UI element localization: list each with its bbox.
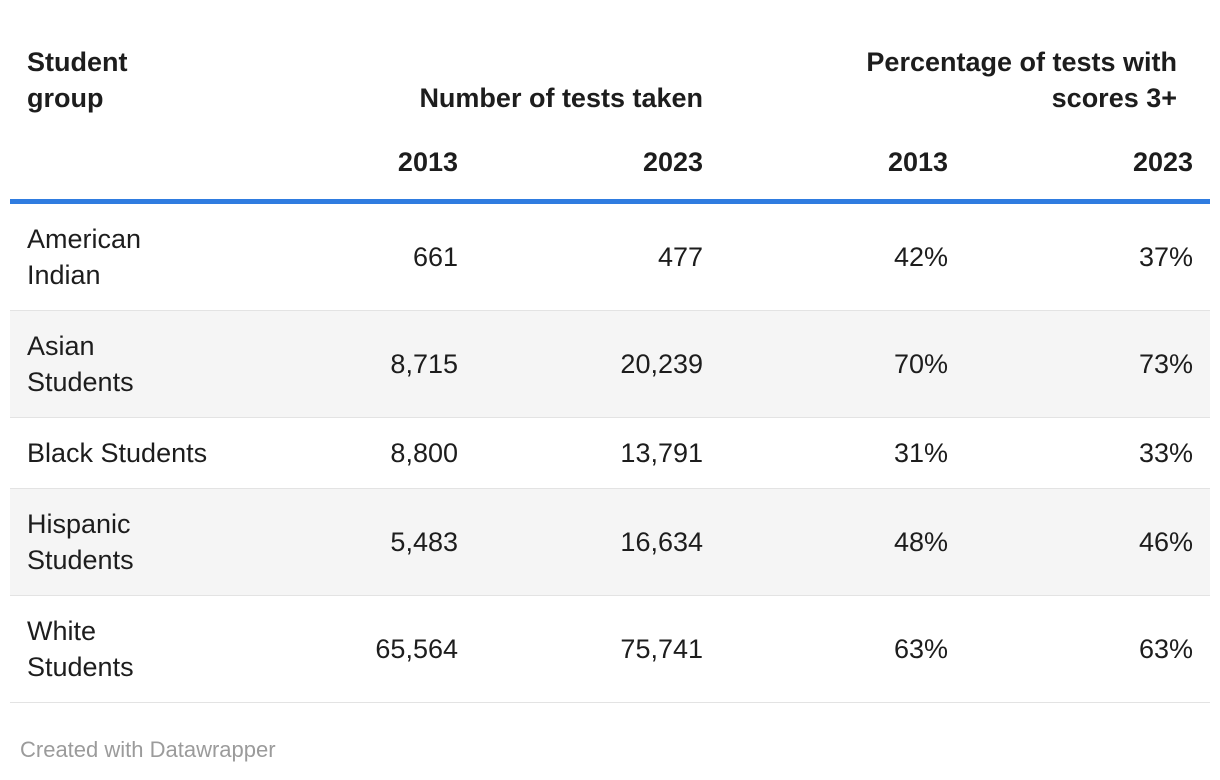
cell-tests-2013: 8,800 [230, 417, 475, 489]
cell-pct-2023: 33% [965, 417, 1211, 489]
year-header-pct-2013: 2013 [720, 116, 966, 204]
cell-tests-2013: 8,715 [230, 310, 475, 418]
cell-tests-2013: 65,564 [230, 595, 475, 703]
cell-pct-2023: 73% [965, 310, 1211, 418]
cell-tests-2023: 477 [475, 201, 721, 311]
ap-scores-table: Student group Number of tests taken Perc… [10, 0, 1211, 703]
row-label: White Students [10, 595, 230, 703]
table-row-american-indian: American Indian 661 477 42% 37% [10, 201, 1211, 311]
row-label: Hispanic Students [10, 488, 230, 596]
row-label: Black Students [10, 417, 230, 489]
cell-tests-2023: 75,741 [475, 595, 721, 703]
datawrapper-table-chart: Student group Number of tests taken Perc… [10, 0, 1211, 762]
cell-tests-2023: 13,791 [475, 417, 721, 489]
table-body: American Indian 661 477 42% 37% Asian St… [10, 201, 1211, 703]
table-row-white-students: White Students 65,564 75,741 63% 63% [10, 595, 1211, 703]
cell-pct-2013: 70% [720, 310, 966, 418]
table-row-asian-students: Asian Students 8,715 20,239 70% 73% [10, 310, 1211, 418]
table-header: Student group Number of tests taken Perc… [10, 0, 1211, 204]
year-header-spacer [10, 116, 230, 204]
year-header-tests-2013: 2013 [230, 116, 475, 204]
table-row-black-students: Black Students 8,800 13,791 31% 33% [10, 417, 1211, 489]
year-header-row: 2013 2023 2013 2023 [10, 116, 1211, 204]
row-label: American Indian [10, 201, 230, 311]
year-header-pct-2023: 2023 [965, 116, 1211, 204]
cell-tests-2013: 5,483 [230, 488, 475, 596]
row-label: Asian Students [10, 310, 230, 418]
column-header-student-group: Student group [27, 47, 128, 113]
cell-tests-2023: 20,239 [475, 310, 721, 418]
cell-pct-2013: 63% [720, 595, 966, 703]
group-header-row: Student group Number of tests taken Perc… [10, 0, 1210, 116]
cell-tests-2023: 16,634 [475, 488, 721, 596]
cell-pct-2023: 63% [965, 595, 1211, 703]
cell-pct-2013: 31% [720, 417, 966, 489]
cell-pct-2023: 46% [965, 488, 1211, 596]
cell-pct-2013: 48% [720, 488, 966, 596]
column-group-tests-taken: Number of tests taken [419, 83, 704, 113]
column-group-percentage-scores: Percentage of tests with scores 3+ [866, 47, 1178, 113]
year-header-tests-2023: 2023 [475, 116, 721, 204]
datawrapper-attribution-link[interactable]: Created with Datawrapper [20, 736, 276, 762]
cell-pct-2023: 37% [965, 201, 1211, 311]
table-row-hispanic-students: Hispanic Students 5,483 16,634 48% 46% [10, 488, 1211, 596]
cell-pct-2013: 42% [720, 201, 966, 311]
cell-tests-2013: 661 [230, 201, 475, 311]
